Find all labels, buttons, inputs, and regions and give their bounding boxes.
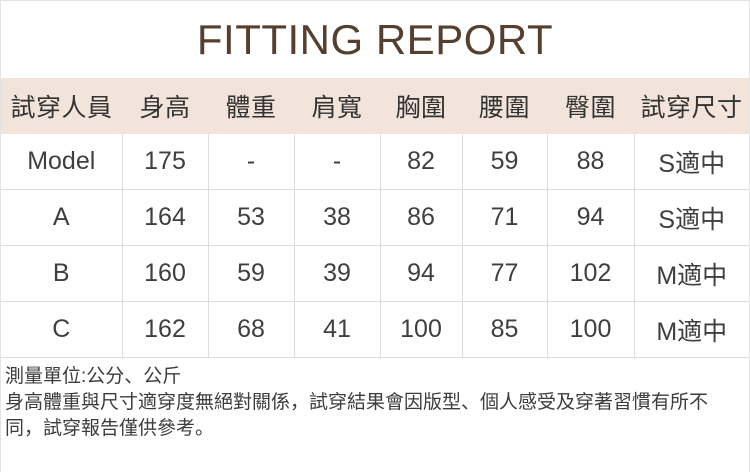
cell-hip: 88 [547, 134, 635, 190]
cell-weight: 59 [208, 245, 295, 302]
cell-waist: 85 [462, 301, 548, 358]
report-notes: 測量單位:公分、公斤 身高體重與尺寸適穿度無絕對關係，試穿結果會因版型、個人感受… [1, 358, 749, 443]
fitting-report-table: 試穿人員 身高 體重 肩寬 胸圍 腰圍 臀圍 試穿尺寸 Model 175 - … [1, 78, 749, 358]
cell-model: A [1, 189, 123, 246]
cell-size: S適中 [634, 134, 749, 190]
page-title: FITTING REPORT [196, 15, 554, 63]
cell-model: B [1, 245, 123, 302]
column-header-hip: 臀圍 [564, 94, 616, 122]
cell-size: S適中 [634, 189, 749, 246]
cell-height: 175 [122, 134, 209, 190]
cell-height: 160 [122, 245, 209, 302]
cell-waist: 71 [462, 189, 548, 246]
cell-bust: 82 [380, 134, 463, 190]
cell-size: M適中 [634, 301, 749, 358]
table-row: Model 175 - - 82 59 88 S適中 [1, 134, 749, 190]
cell-height: 162 [122, 301, 209, 358]
table-row: B 160 59 39 94 77 102 M適中 [1, 245, 749, 302]
column-header-height: 身高 [139, 94, 191, 122]
report-title-bar: FITTING REPORT [1, 1, 749, 78]
cell-weight: - [208, 134, 295, 190]
cell-shoulder: 38 [294, 189, 381, 246]
cell-waist: 77 [462, 245, 548, 302]
cell-weight: 53 [208, 189, 295, 246]
column-header-weight: 體重 [225, 94, 277, 122]
cell-shoulder: 39 [294, 245, 381, 302]
cell-model: Model [1, 134, 123, 190]
table-row: A 164 53 38 86 71 94 S適中 [1, 189, 749, 246]
cell-waist: 59 [462, 134, 548, 190]
column-header-model: 試穿人員 [10, 94, 113, 122]
cell-bust: 86 [380, 189, 463, 246]
table-row: C 162 68 41 100 85 100 M適中 [1, 301, 749, 358]
table-header-row: 試穿人員 身高 體重 肩寬 胸圍 腰圍 臀圍 試穿尺寸 [1, 78, 749, 134]
column-header-waist: 腰圍 [478, 94, 530, 122]
cell-model: C [1, 301, 123, 358]
column-header-bust: 胸圍 [395, 94, 447, 122]
table-header: 試穿人員 身高 體重 肩寬 胸圍 腰圍 臀圍 試穿尺寸 [1, 78, 749, 134]
column-header-shoulder: 肩寬 [311, 94, 363, 122]
cell-hip: 100 [547, 301, 635, 358]
table-body: Model 175 - - 82 59 88 S適中 A 164 53 38 8… [1, 134, 749, 358]
cell-hip: 94 [547, 189, 635, 246]
cell-shoulder: - [294, 134, 381, 190]
note-disclaimer: 身高體重與尺寸適穿度無絕對關係，試穿結果會因版型、個人感受及穿著習慣有所不同，試… [5, 392, 709, 440]
cell-size: M適中 [634, 245, 749, 302]
cell-hip: 102 [547, 245, 635, 302]
cell-shoulder: 41 [294, 301, 381, 358]
cell-height: 164 [122, 189, 209, 246]
note-measurement-unit: 測量單位:公分、公斤 [5, 366, 182, 387]
cell-bust: 100 [380, 301, 463, 358]
column-header-size: 試穿尺寸 [640, 94, 743, 122]
cell-bust: 94 [380, 245, 463, 302]
cell-weight: 68 [208, 301, 295, 358]
